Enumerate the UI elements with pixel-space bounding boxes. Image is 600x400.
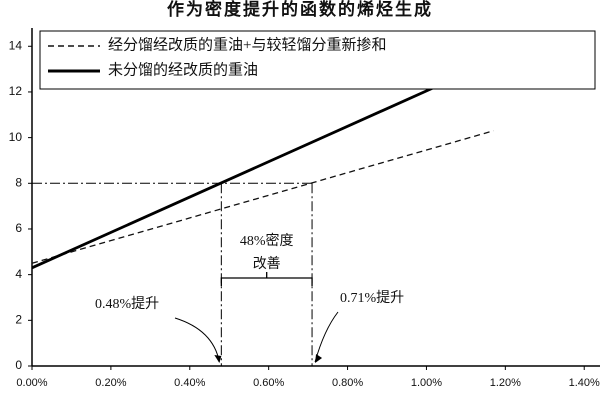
x-tick-label: 0.40%	[174, 377, 205, 389]
x-tick-label: 1.00%	[411, 377, 442, 389]
arrow	[314, 311, 339, 363]
y-tick-label: 12	[9, 84, 23, 98]
annotation: 改善	[253, 256, 281, 272]
x-tick-label: 0.80%	[332, 377, 363, 389]
y-tick-label: 0	[15, 358, 22, 372]
y-tick-label: 14	[9, 38, 23, 52]
bracket	[220, 272, 313, 286]
chart-title: 作为密度提升的函数的烯烃生成	[167, 0, 433, 19]
y-tick-label: 4	[15, 267, 22, 281]
y-tick-label: 2	[15, 312, 22, 326]
arrow	[174, 317, 220, 363]
x-tick-label: 0.60%	[253, 377, 284, 389]
x-tick-label: 1.40%	[569, 377, 600, 389]
legend-label: 未分馏的经改质的重油	[108, 61, 258, 78]
x-tick-label: 1.20%	[490, 377, 521, 389]
annotation: 0.71%提升	[340, 290, 404, 306]
arrow-head	[214, 355, 222, 363]
annotation: 0.48%提升	[95, 296, 159, 312]
legend-label: 经分馏经改质的重油+与较轻馏分重新掺和	[108, 35, 386, 53]
x-tick-label: 0.00%	[16, 377, 47, 389]
legend-box	[39, 30, 596, 90]
y-tick-label: 10	[9, 130, 23, 144]
y-tick-label: 8	[15, 175, 22, 189]
annotation: 48%密度	[240, 232, 294, 249]
y-tick-label: 6	[15, 221, 22, 235]
x-tick-label: 0.20%	[95, 377, 126, 389]
series-line	[31, 86, 435, 270]
arrow-head	[315, 354, 323, 363]
series-line	[31, 130, 494, 264]
